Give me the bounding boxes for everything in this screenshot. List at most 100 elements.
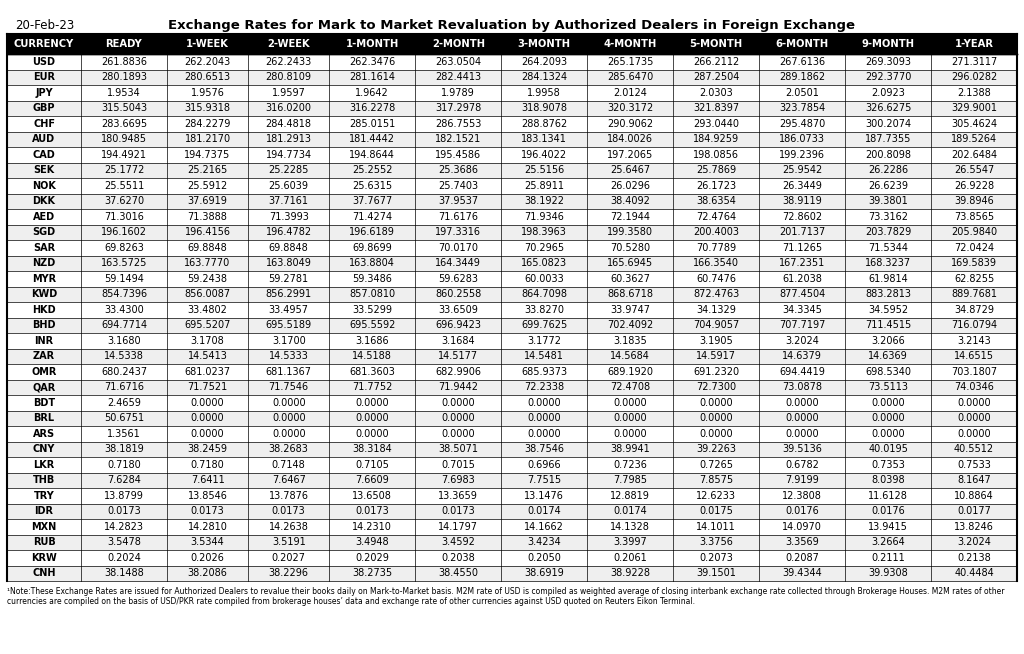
Text: 196.4782: 196.4782 xyxy=(265,227,312,237)
Text: 26.5547: 26.5547 xyxy=(954,165,994,175)
Bar xyxy=(330,472,416,488)
Text: 262.3476: 262.3476 xyxy=(349,57,395,67)
Bar xyxy=(7,116,81,131)
Text: 38.2459: 38.2459 xyxy=(187,444,227,455)
Text: 71.7546: 71.7546 xyxy=(268,382,309,392)
Text: 694.4419: 694.4419 xyxy=(779,367,825,377)
Text: 73.3162: 73.3162 xyxy=(868,212,908,222)
Bar xyxy=(587,566,673,581)
Text: 26.9228: 26.9228 xyxy=(954,181,994,191)
Bar xyxy=(7,472,81,488)
Bar xyxy=(167,519,248,534)
Bar xyxy=(502,286,587,302)
Bar xyxy=(931,519,1017,534)
Text: 315.9318: 315.9318 xyxy=(184,103,230,113)
Bar xyxy=(248,69,330,85)
Text: 326.6275: 326.6275 xyxy=(865,103,911,113)
Bar xyxy=(81,379,167,395)
Bar xyxy=(931,54,1017,69)
Bar xyxy=(587,349,673,364)
Text: 0.0174: 0.0174 xyxy=(527,506,561,516)
Bar xyxy=(81,194,167,209)
Text: 284.2279: 284.2279 xyxy=(184,119,230,129)
Text: 295.4870: 295.4870 xyxy=(779,119,825,129)
Bar xyxy=(759,147,845,162)
Text: 39.5136: 39.5136 xyxy=(782,444,822,455)
Text: 0.0000: 0.0000 xyxy=(355,398,389,407)
Bar xyxy=(248,286,330,302)
Bar xyxy=(7,364,81,379)
Text: 3.2024: 3.2024 xyxy=(957,537,991,547)
Bar xyxy=(81,178,167,194)
Bar xyxy=(931,256,1017,271)
Bar xyxy=(502,364,587,379)
Text: 74.0346: 74.0346 xyxy=(954,382,994,392)
Text: SEK: SEK xyxy=(34,165,54,175)
Text: 263.0504: 263.0504 xyxy=(435,57,481,67)
Bar xyxy=(167,194,248,209)
Bar xyxy=(330,441,416,457)
Text: 71.3016: 71.3016 xyxy=(104,212,144,222)
Bar xyxy=(330,194,416,209)
Text: 292.3770: 292.3770 xyxy=(865,72,911,82)
Bar xyxy=(759,209,845,224)
Bar xyxy=(845,472,931,488)
Bar xyxy=(330,504,416,519)
Bar xyxy=(502,256,587,271)
Bar xyxy=(81,69,167,85)
Text: 60.7476: 60.7476 xyxy=(696,274,736,284)
Text: 70.0170: 70.0170 xyxy=(438,243,478,252)
Bar xyxy=(587,411,673,426)
Text: 71.3888: 71.3888 xyxy=(187,212,227,222)
Bar xyxy=(81,426,167,441)
Text: 38.5071: 38.5071 xyxy=(438,444,478,455)
Text: 872.4763: 872.4763 xyxy=(693,289,739,300)
Text: 199.2396: 199.2396 xyxy=(779,150,825,160)
Text: 689.1920: 689.1920 xyxy=(607,367,653,377)
Bar xyxy=(587,534,673,550)
Bar xyxy=(673,349,759,364)
Bar xyxy=(845,54,931,69)
Text: 3-MONTH: 3-MONTH xyxy=(518,39,570,49)
Text: 0.0176: 0.0176 xyxy=(785,506,819,516)
Text: 39.4344: 39.4344 xyxy=(782,568,822,578)
Text: QAR: QAR xyxy=(33,382,55,392)
Text: 25.2552: 25.2552 xyxy=(352,165,392,175)
Bar xyxy=(587,85,673,101)
Bar xyxy=(330,240,416,256)
Text: 25.2285: 25.2285 xyxy=(268,165,309,175)
Bar xyxy=(673,147,759,162)
Text: 59.1494: 59.1494 xyxy=(104,274,144,284)
Text: 3.1700: 3.1700 xyxy=(272,336,305,346)
Text: KWD: KWD xyxy=(31,289,57,300)
Bar xyxy=(167,317,248,333)
Text: 0.0173: 0.0173 xyxy=(355,506,389,516)
Bar xyxy=(759,69,845,85)
Bar xyxy=(673,131,759,147)
Text: 20-Feb-23: 20-Feb-23 xyxy=(15,19,75,32)
Text: 0.0000: 0.0000 xyxy=(699,429,733,439)
Text: 0.0176: 0.0176 xyxy=(871,506,905,516)
Text: 0.0000: 0.0000 xyxy=(190,398,224,407)
Bar xyxy=(587,426,673,441)
Text: 883.2813: 883.2813 xyxy=(865,289,911,300)
Bar xyxy=(759,271,845,286)
Bar xyxy=(587,131,673,147)
Bar xyxy=(587,395,673,411)
Bar xyxy=(7,34,81,54)
Bar xyxy=(673,209,759,224)
Text: 3.2664: 3.2664 xyxy=(871,537,905,547)
Bar xyxy=(416,101,502,116)
Bar xyxy=(931,457,1017,472)
Text: IDR: IDR xyxy=(35,506,53,516)
Bar xyxy=(167,101,248,116)
Text: 680.2437: 680.2437 xyxy=(101,367,147,377)
Text: 286.7553: 286.7553 xyxy=(435,119,481,129)
Text: 1.9534: 1.9534 xyxy=(108,88,141,97)
Text: 33.6509: 33.6509 xyxy=(438,305,478,315)
Bar xyxy=(587,116,673,131)
Bar xyxy=(759,85,845,101)
Text: 716.0794: 716.0794 xyxy=(951,320,997,330)
Bar xyxy=(416,34,502,54)
Text: 0.2073: 0.2073 xyxy=(699,553,733,562)
